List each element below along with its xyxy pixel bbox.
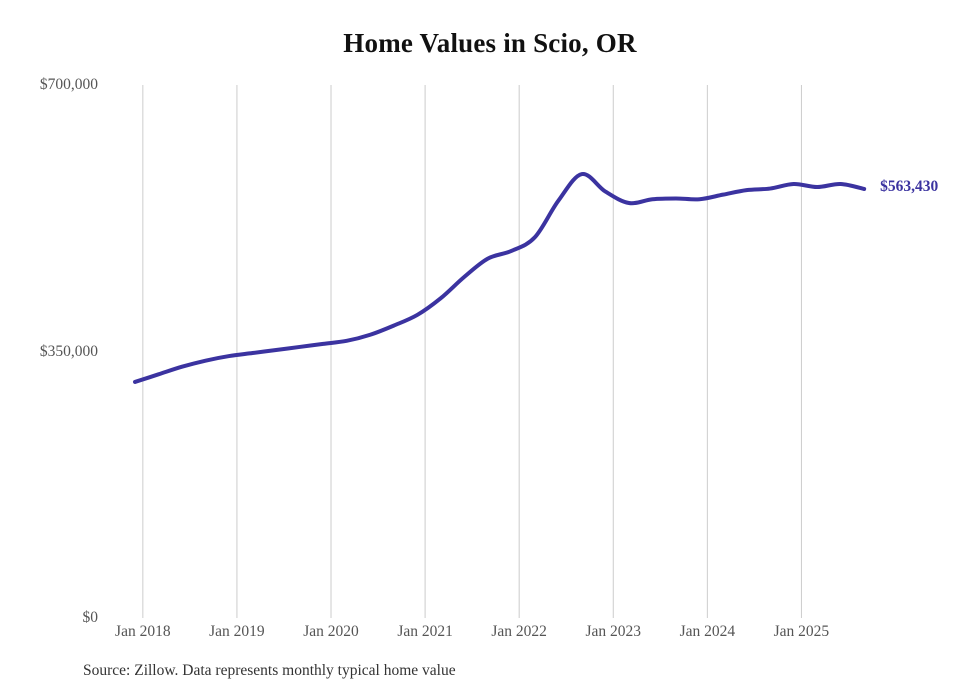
x-tick-label-3: Jan 2021 [397,623,453,640]
y-tick-label-1: $350,000 [39,342,98,360]
gridlines [142,85,802,618]
series-line-0 [133,172,867,384]
series-lines [133,172,867,384]
x-tick-label-6: Jan 2024 [679,623,736,640]
x-tick-label-2: Jan 2020 [303,623,359,640]
y-tick-label-0: $700,000 [39,76,98,93]
y-tick-label-2: $0 [82,609,99,626]
chart-title: Home Values in Scio, OR [343,28,637,58]
x-tick-label-1: Jan 2019 [209,623,265,640]
x-tick-label-0: Jan 2018 [115,623,171,640]
x-tick-label-4: Jan 2022 [491,623,547,640]
x-tick-label-5: Jan 2023 [585,623,642,640]
series-end-label: $563,430 [880,177,939,195]
source-note: Source: Zillow. Data represents monthly … [83,662,456,679]
x-tick-label-7: Jan 2025 [773,623,830,640]
